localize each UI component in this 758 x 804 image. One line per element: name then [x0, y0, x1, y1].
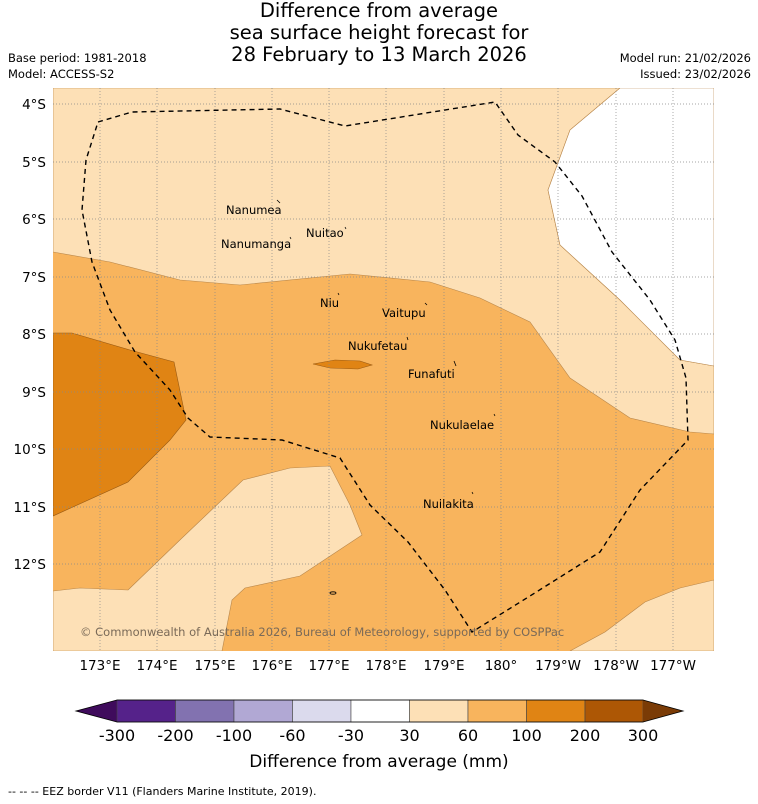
colorbar-tick: -100: [216, 726, 252, 745]
island-markers: [276, 199, 496, 595]
contour-field: [53, 88, 714, 651]
island-marker-vaitupu: [424, 302, 428, 306]
colorbar-segment: [292, 699, 352, 723]
island-marker-nukulaelae: [493, 413, 496, 417]
lat-label: 11°S: [14, 500, 47, 516]
lon-label: 177°E: [308, 658, 349, 674]
island-marker-nuitao: [344, 226, 347, 230]
island-marker-niu: [337, 292, 340, 296]
colorbar-segment: [409, 699, 469, 723]
latitude-axis: 4°S 5°S 6°S 7°S 8°S 9°S 10°S 11°S 12°S: [14, 97, 47, 573]
lon-label: 179°E: [423, 658, 464, 674]
colorbar-arrow-low: [76, 700, 117, 722]
title-line-3: 28 February to 13 March 2026: [231, 43, 527, 66]
band-30-60-southwest: [53, 465, 363, 651]
colorbar-segment: [526, 699, 586, 723]
island-label-vaitupu: Vaitupu: [382, 306, 426, 320]
island-marker-nukufetau: [406, 336, 409, 341]
island-marker-funafuti: [453, 360, 457, 367]
colorbar-tick: 300: [628, 726, 659, 745]
lat-label: 7°S: [22, 270, 46, 286]
lat-label: 10°S: [14, 442, 47, 458]
island-label-nukulaelae: Nukulaelae: [430, 418, 494, 432]
band-neutral: [547, 88, 714, 367]
colorbar-tick: -60: [279, 726, 305, 745]
colorbar-tick: 30: [399, 726, 419, 745]
colorbar-tick: -300: [99, 726, 135, 745]
lat-label: 6°S: [22, 212, 46, 228]
lon-label: 178°E: [365, 658, 406, 674]
colorbar-segment: [233, 699, 293, 723]
colorbar-segment: [116, 699, 176, 723]
lon-label: 180°: [485, 658, 518, 674]
lat-label: 8°S: [22, 327, 46, 343]
island-label-funafuti: Funafuti: [408, 367, 455, 381]
island-marker-nuilakita: [471, 491, 474, 495]
colorbar-title: Difference from average (mm): [249, 752, 508, 772]
base-period: Base period: 1981-2018: [8, 51, 147, 65]
lat-label: 4°S: [22, 97, 46, 113]
colorbar-tick: 200: [570, 726, 601, 745]
colorbar-segment: [584, 699, 644, 723]
lon-label: 175°E: [194, 658, 235, 674]
island-marker-nanumanga: [289, 236, 292, 240]
colorbar-tick: -30: [338, 726, 364, 745]
colorbar-tick: 60: [458, 726, 478, 745]
island-label-niu: Niu: [320, 296, 339, 310]
copyright-notice: © Commonwealth of Australia 2026, Bureau…: [80, 625, 564, 639]
island-label-nanumanga: Nanumanga: [221, 237, 291, 251]
model-name: Model: ACCESS-S2: [8, 67, 115, 81]
colorbar-tick: 100: [511, 726, 542, 745]
lat-label: 12°S: [14, 557, 47, 573]
eez-legend-note: -- -- -- EEZ border V11 (Flanders Marine…: [8, 785, 317, 798]
lon-label: 174°E: [136, 658, 177, 674]
lon-label: 176°E: [251, 658, 292, 674]
colorbar-segment: [467, 699, 527, 723]
island-label-nukufetau: Nukufetau: [348, 339, 407, 353]
lon-label: 177°W: [650, 658, 696, 674]
model-run: Model run: 21/02/2026: [619, 51, 751, 65]
longitude-axis: 173°E 174°E 175°E 176°E 177°E 178°E 179°…: [79, 658, 695, 674]
colorbar-tick: -200: [157, 726, 193, 745]
gridlines: [53, 88, 714, 651]
lat-label: 9°S: [22, 385, 46, 401]
colorbar: -300 -200 -100 -60 -30 30 60 100 200 300…: [74, 699, 685, 772]
colorbar-segment: [350, 699, 410, 723]
island-label-nanumea: Nanumea: [226, 203, 282, 217]
lon-label: 179°W: [535, 658, 581, 674]
eez-border: [81, 101, 689, 633]
band-100-200-centre: [312, 359, 374, 370]
title-line-1: Difference from average: [259, 0, 499, 22]
reef-marker: [329, 591, 337, 595]
island-label-nuitao: Nuitao: [306, 226, 344, 240]
island-marker-nanumea: [276, 199, 281, 204]
lon-label: 173°E: [79, 658, 120, 674]
island-label-nuilakita: Nuilakita: [423, 497, 474, 511]
issued-date: Issued: 23/02/2026: [640, 67, 751, 81]
colorbar-segment: [175, 699, 235, 723]
lon-label: 178°W: [593, 658, 639, 674]
lat-label: 5°S: [22, 155, 46, 171]
title-line-2: sea surface height forecast for: [229, 21, 529, 44]
band-100-200-west: [53, 332, 187, 517]
band-30-60-southeast: [569, 579, 714, 651]
colorbar-arrow-high: [643, 700, 683, 722]
